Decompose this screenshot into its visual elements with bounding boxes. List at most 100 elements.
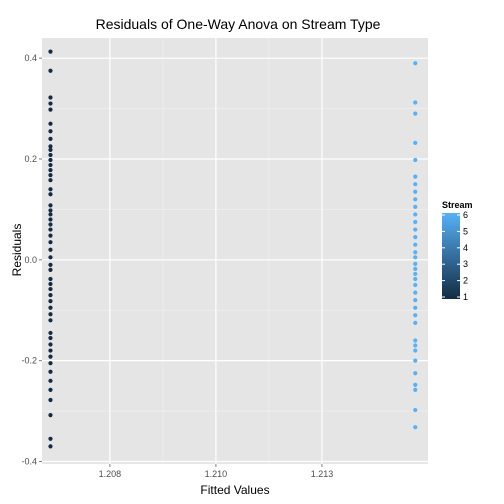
data-point	[48, 293, 53, 298]
data-point	[413, 407, 418, 413]
color-legend: Stream 6 5 4 3 2 1	[442, 200, 473, 302]
data-point	[413, 371, 418, 376]
data-point	[48, 167, 53, 173]
data-point	[48, 318, 53, 323]
data-point	[48, 162, 53, 168]
data-point	[413, 157, 418, 163]
data-point	[413, 255, 418, 260]
data-point	[413, 305, 418, 310]
data-point	[413, 358, 418, 363]
data-point	[413, 227, 418, 232]
data-point	[413, 212, 418, 217]
data-point	[413, 348, 418, 353]
data-point	[48, 299, 53, 304]
data-point	[48, 144, 53, 149]
data-point	[48, 255, 53, 260]
data-point	[413, 204, 418, 209]
data-point	[48, 348, 53, 353]
data-point	[413, 111, 418, 116]
data-point	[48, 173, 53, 178]
legend-label: 2	[463, 276, 468, 286]
data-point	[413, 320, 418, 325]
data-point	[413, 242, 418, 247]
data-point	[48, 187, 53, 192]
chart-title: Residuals of One-Way Anova on Stream Typ…	[96, 16, 381, 32]
data-point	[48, 212, 53, 217]
data-point	[48, 378, 53, 383]
plot-panel	[42, 38, 428, 464]
data-point	[413, 100, 418, 105]
data-point	[48, 208, 53, 213]
data-point	[413, 197, 418, 202]
x-axis-ticks: 1.208 1.210 1.213	[99, 464, 333, 479]
data-point	[48, 152, 53, 158]
data-point	[48, 286, 53, 292]
data-point	[48, 342, 53, 347]
data-point	[48, 444, 53, 449]
data-point	[413, 140, 418, 145]
data-point	[48, 281, 53, 287]
y-axis-ticks: -0.4 -0.2 0.0 0.2 0.4	[21, 53, 42, 466]
data-point	[48, 412, 53, 418]
data-point	[48, 95, 53, 100]
data-point	[48, 49, 53, 54]
data-point	[413, 61, 418, 66]
data-point	[48, 233, 53, 238]
data-point	[48, 222, 53, 227]
data-point	[48, 157, 53, 163]
data-point	[48, 397, 53, 403]
data-point	[413, 313, 418, 318]
data-point	[48, 227, 53, 232]
data-points	[48, 49, 418, 449]
data-point	[48, 192, 53, 197]
data-point	[413, 338, 418, 343]
grid-lines	[42, 38, 428, 464]
data-point	[48, 387, 53, 392]
legend-label: 5	[463, 226, 468, 236]
data-point	[48, 217, 53, 222]
y-tick-label: -0.4	[21, 456, 37, 466]
data-point	[48, 136, 53, 141]
data-point	[48, 68, 53, 73]
data-point	[413, 271, 418, 277]
legend-label: 1	[463, 292, 468, 302]
y-tick-label: 0.0	[24, 255, 37, 265]
data-point	[48, 203, 53, 208]
data-point	[48, 107, 53, 112]
data-point	[413, 219, 418, 225]
legend-label: 4	[463, 243, 468, 253]
legend-title: Stream	[442, 200, 473, 210]
data-point	[48, 312, 53, 317]
data-point	[413, 282, 418, 288]
data-point	[413, 189, 418, 194]
data-point	[48, 240, 53, 245]
data-point	[413, 290, 418, 295]
data-point	[48, 101, 53, 106]
data-point	[48, 369, 53, 374]
data-point	[48, 330, 53, 336]
data-point	[48, 247, 53, 252]
data-point	[48, 361, 53, 366]
x-axis-title: Fitted Values	[200, 483, 269, 497]
data-point	[413, 343, 418, 348]
data-point	[48, 147, 53, 153]
legend-label: 3	[463, 259, 468, 269]
data-point	[48, 305, 53, 310]
data-point	[413, 261, 418, 266]
data-point	[48, 267, 53, 273]
data-point	[48, 354, 53, 359]
data-point	[48, 335, 53, 341]
data-point	[413, 174, 418, 179]
x-tick-label: 1.210	[205, 469, 228, 479]
data-point	[413, 182, 418, 187]
data-point	[413, 387, 418, 392]
legend-labels: 6 5 4 3 2 1	[442, 210, 468, 302]
data-point	[48, 262, 53, 267]
data-point	[48, 276, 53, 282]
y-tick-label: 0.4	[24, 53, 37, 63]
data-point	[413, 235, 418, 240]
legend-label: 6	[463, 210, 468, 220]
data-point	[48, 178, 53, 183]
legend-colorbar	[442, 213, 460, 299]
